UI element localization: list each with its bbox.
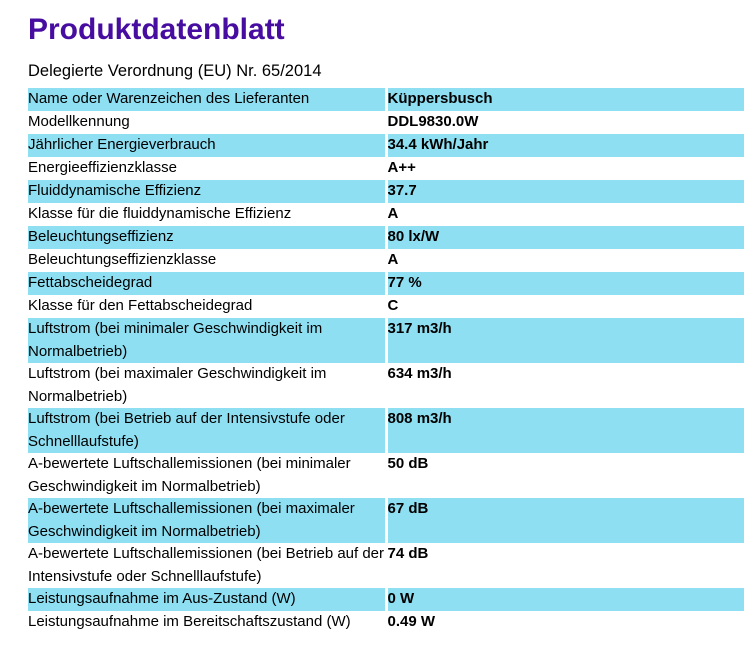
row-label: A-bewertete Luftschallemissionen (bei mi… [28,453,388,498]
table-row: A-bewertete Luftschallemissionen (bei ma… [28,498,744,543]
row-label: Leistungsaufnahme im Aus-Zustand (W) [28,588,388,611]
row-value: A++ [387,159,416,176]
row-value: 37.7 [387,182,417,199]
row-value: 0 W [387,590,415,607]
table-row: Luftstrom (bei Betrieb auf der Intensivs… [28,408,744,453]
row-value: 0.49 W [387,613,436,630]
row-label: Name oder Warenzeichen des Lieferanten [28,88,388,111]
table-row: Klasse für die fluiddynamische Effizienz… [28,203,744,226]
row-value: A [387,205,399,222]
row-value: 634 m3/h [387,365,452,382]
row-label: Modellkennung [28,111,388,134]
row-label: Leistungsaufnahme im Bereitschaftszustan… [28,611,388,634]
row-label: Luftstrom (bei maximaler Geschwindigkeit… [28,363,388,408]
row-value: 50 dB [387,455,429,472]
row-value: DDL9830.0W [387,113,479,130]
row-label: A-bewertete Luftschallemissionen (bei ma… [28,498,388,543]
row-value: 77 % [387,274,422,291]
row-value: 80 lx/W [387,228,440,245]
row-value: 67 dB [387,500,429,517]
table-row: Leistungsaufnahme im Aus-Zustand (W) 0 W [28,588,744,611]
row-value: 317 m3/h [387,320,452,337]
row-value: C [387,297,399,314]
table-row: Modellkennung DDL9830.0W [28,111,744,134]
row-label: Fluiddynamische Effizienz [28,180,388,203]
table-row: Leistungsaufnahme im Bereitschaftszustan… [28,611,744,634]
row-label: Luftstrom (bei Betrieb auf der Intensivs… [28,408,388,453]
table-row: Fluiddynamische Effizienz 37.7 [28,180,744,203]
row-value: A [387,251,399,268]
table-row: Luftstrom (bei maximaler Geschwindigkeit… [28,363,744,408]
page-subtitle: Delegierte Verordnung (EU) Nr. 65/2014 [28,62,322,80]
table-row: Klasse für den Fettabscheidegrad C [28,295,744,318]
table-row: Jährlicher Energieverbrauch 34.4 kWh/Jahr [28,134,744,157]
table-row: Beleuchtungseffizienzklasse A [28,249,744,272]
table-row: Name oder Warenzeichen des Lieferanten Kü… [28,88,744,111]
table-row: A-bewertete Luftschallemissionen (bei Be… [28,543,744,588]
row-label: Beleuchtungseffizienzklasse [28,249,388,272]
row-value: Küppersbusch [387,90,493,107]
row-value: 808 m3/h [387,410,452,427]
row-label: Jährlicher Energieverbrauch [28,134,388,157]
table-row: Beleuchtungseffizienz 80 lx/W [28,226,744,249]
table-row: Fettabscheidegrad 77 % [28,272,744,295]
row-value: 74 dB [387,545,429,562]
row-label: Beleuchtungseffizienz [28,226,388,249]
row-label: Klasse für die fluiddynamische Effizienz [28,203,388,226]
row-label: Luftstrom (bei minimaler Geschwindigkeit… [28,318,388,363]
row-label: Klasse für den Fettabscheidegrad [28,295,388,318]
product-data-table: Name oder Warenzeichen des Lieferanten Kü… [28,88,744,634]
table-row: Energieeffizienzklasse A++ [28,157,744,180]
table-row: Luftstrom (bei minimaler Geschwindigkeit… [28,318,744,363]
row-label: A-bewertete Luftschallemissionen (bei Be… [28,543,388,588]
page-title: Produktdatenblatt [28,13,285,46]
table-row: A-bewertete Luftschallemissionen (bei mi… [28,453,744,498]
row-value: 34.4 kWh/Jahr [387,136,489,153]
row-label: Fettabscheidegrad [28,272,388,295]
product-table-body: Name oder Warenzeichen des Lieferanten Kü… [28,88,744,634]
row-label: Energieeffizienzklasse [28,157,388,180]
